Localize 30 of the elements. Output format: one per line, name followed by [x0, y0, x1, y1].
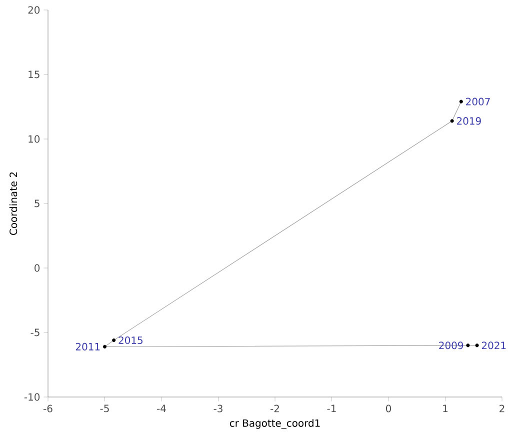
x-axis-title: cr Bagotte_coord1	[230, 419, 320, 430]
x-tick-label: -3	[214, 404, 222, 412]
y-tick-label: 5	[34, 200, 40, 208]
point	[475, 344, 479, 348]
annotation: 2021	[482, 342, 506, 350]
y-tick-label: -5	[30, 328, 40, 336]
x-tick-label: 0	[386, 404, 392, 412]
x-tick-label: -5	[100, 404, 109, 412]
x-tick-label: 2	[500, 404, 504, 412]
annotation: 2019	[456, 117, 481, 125]
y-tick-label: -10	[24, 393, 40, 401]
y-tick-label: 20	[28, 6, 40, 14]
x-tick-label: -4	[157, 404, 166, 412]
x-tick-label: -2	[270, 404, 279, 412]
annotation: 2011	[76, 342, 100, 350]
y-axis-title: Coordinate 2	[9, 172, 18, 235]
y-tick-label: 15	[28, 70, 40, 78]
annotation: 2009	[439, 342, 464, 350]
point	[450, 119, 454, 123]
x-tick-label: 1	[443, 404, 448, 412]
x-tick-label: -1	[327, 404, 336, 412]
annotation: 2007	[466, 98, 490, 106]
y-tick-label: 10	[28, 135, 40, 143]
point	[102, 344, 107, 348]
annotation: 2015	[118, 336, 142, 344]
y-tick-label: 0	[34, 264, 40, 272]
point	[112, 338, 116, 342]
point	[459, 100, 463, 104]
point	[466, 344, 470, 348]
x-tick-label: -6	[44, 404, 52, 412]
